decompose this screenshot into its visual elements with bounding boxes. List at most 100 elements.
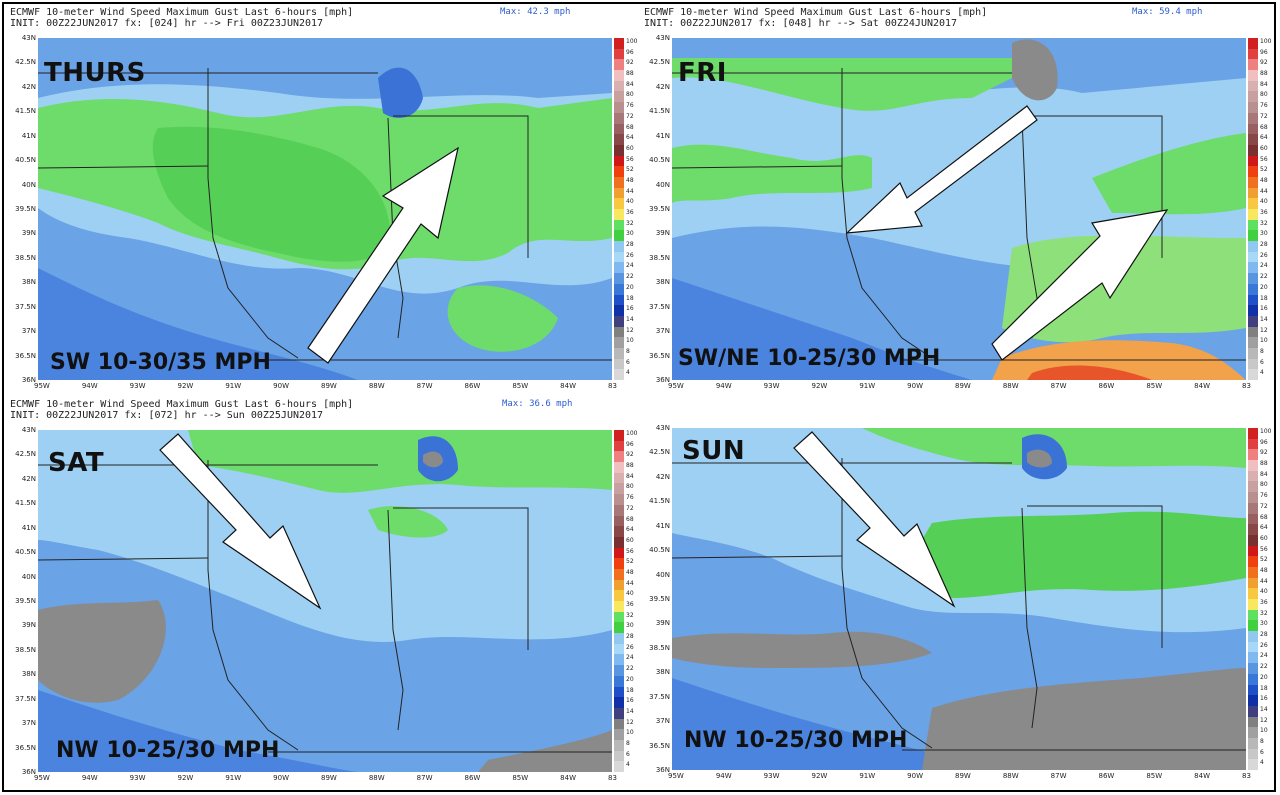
longitude-label: 94W — [81, 382, 98, 390]
wind-field — [38, 430, 612, 772]
colorbar-swatch — [614, 358, 624, 370]
colorbar-swatch — [1248, 123, 1258, 135]
colorbar-swatch — [614, 70, 624, 81]
colorbar-tick-label: 68 — [1260, 513, 1268, 521]
latitude-label: 38.5N — [15, 253, 36, 262]
wind-description: SW 10-30/35 MPH — [50, 350, 271, 375]
colorbar-swatch — [614, 347, 624, 359]
colorbar-swatch — [614, 273, 624, 284]
longitude-label: 91W — [859, 772, 876, 780]
colorbar-swatch — [1248, 663, 1258, 674]
colorbar-tick-label: 88 — [1260, 460, 1268, 468]
direction-arrow-icon — [307, 146, 459, 364]
colorbar-tick-label: 12 — [626, 326, 634, 334]
panel-title: ECMWF 10-meter Wind Speed Maximum Gust L… — [10, 7, 354, 18]
panel-title: ECMWF 10-meter Wind Speed Maximum Gust L… — [644, 7, 988, 18]
latitude-label: 41N — [21, 523, 36, 532]
latitude-label: 36.5N — [649, 351, 670, 360]
latitude-label: 40N — [21, 572, 36, 581]
panel-header — [638, 396, 1268, 430]
longitude-label: 87W — [1050, 772, 1067, 780]
colorbar-tick-label: 96 — [1260, 438, 1268, 446]
day-label: SAT — [48, 448, 105, 478]
latitude-label: 41.5N — [649, 497, 670, 506]
colorbar-tick-label: 12 — [1260, 326, 1268, 334]
colorbar-swatch — [1248, 134, 1258, 145]
colorbar-tick-label: 16 — [626, 305, 634, 313]
colorbar-swatch — [614, 665, 624, 676]
colorbar-tick-label: 84 — [626, 472, 634, 480]
latitude-label: 37N — [655, 717, 670, 726]
colorbar-swatch — [614, 611, 624, 623]
colorbar-tick-label: 76 — [1260, 492, 1268, 500]
colorbar-tick-label: 48 — [1260, 566, 1268, 574]
colorbar-swatch — [1248, 566, 1258, 578]
latitude-label: 38.5N — [15, 645, 36, 654]
colorbar-tick-label: 22 — [626, 273, 634, 281]
colorbar-swatch — [614, 750, 624, 762]
longitude-label: 87W — [1050, 382, 1067, 390]
wind-description: SW/NE 10-25/30 MPH — [678, 346, 941, 371]
longitude-label: 92W — [811, 772, 828, 780]
longitude-label: 95W — [34, 774, 50, 782]
colorbar-tick-label: 6 — [626, 750, 630, 758]
colorbar-swatch — [614, 686, 624, 698]
latitude-label: 37.5N — [649, 302, 670, 311]
longitude-label: 83 — [608, 774, 617, 782]
colorbar-tick-label: 64 — [626, 134, 634, 142]
latitude-label: 42N — [21, 474, 36, 483]
colorbar-swatch — [1248, 759, 1258, 770]
colorbar-tick-label: 80 — [626, 91, 634, 99]
colorbar-swatch — [1248, 102, 1258, 113]
colorbar-tick-label: 92 — [626, 59, 634, 67]
colorbar-tick-label: 100 — [1260, 38, 1272, 45]
longitude-label: 89W — [321, 382, 337, 390]
latitude-label: 42N — [655, 82, 670, 91]
colorbar-tick-label: 56 — [626, 547, 634, 555]
latitude-label: 36N — [21, 376, 36, 384]
latitude-label: 41N — [655, 131, 670, 140]
colorbar-swatch — [614, 697, 624, 708]
longitude-label: 83 — [1242, 772, 1251, 780]
colorbar-tick-label: 18 — [1260, 294, 1268, 302]
colorbar-swatch — [1248, 545, 1258, 557]
colorbar-tick-label: 24 — [1260, 262, 1268, 270]
colorbar-tick-label: 30 — [626, 622, 634, 630]
latitude-label: 39N — [655, 229, 670, 238]
colorbar-tick-label: 16 — [626, 697, 634, 705]
longitude-label: 83 — [608, 382, 617, 390]
colorbar-tick-label: 88 — [1260, 70, 1268, 78]
longitude-label: 87W — [416, 774, 433, 782]
panel-max-label: Max: 36.6 mph — [502, 399, 573, 409]
colorbar-tick-label: 100 — [626, 430, 638, 437]
colorbar-tick-label: 22 — [1260, 273, 1268, 281]
latitude-label: 40.5N — [649, 546, 670, 555]
longitude-label: 84W — [1194, 772, 1210, 780]
colorbar-swatch — [614, 209, 624, 220]
colorbar-tick-label: 24 — [626, 654, 634, 662]
colorbar-tick-label: 20 — [1260, 283, 1268, 291]
colorbar-swatch — [1248, 705, 1258, 717]
colorbar-tick-label: 26 — [1260, 641, 1268, 649]
colorbar-swatch — [1248, 449, 1258, 461]
colorbar-swatch — [614, 718, 624, 730]
colorbar-tick-label: 48 — [1260, 176, 1268, 184]
colorbar-tick-label: 28 — [626, 241, 634, 249]
panel-header: ECMWF 10-meter Wind Speed Maximum Gust L… — [4, 4, 634, 38]
colorbar-swatch — [1248, 737, 1258, 749]
longitude-label: 84W — [560, 382, 576, 390]
longitude-label: 88W — [1002, 772, 1019, 780]
colorbar-tick-label: 80 — [626, 483, 634, 491]
colorbar-tick-label: 84 — [626, 80, 634, 88]
colorbar-tick-label: 8 — [1260, 347, 1264, 355]
colorbar-swatch — [614, 430, 624, 441]
colorbar-tick-label: 32 — [626, 219, 634, 227]
colorbar-tick-label: 4 — [1260, 759, 1264, 767]
colorbar-tick-label: 96 — [626, 48, 634, 56]
latitude-label: 38.5N — [649, 643, 670, 652]
colorbar-tick-label: 28 — [1260, 631, 1268, 639]
latitude-label: 39.5N — [15, 597, 36, 605]
longitude-label: 90W — [273, 774, 289, 782]
colorbar-swatch — [1248, 273, 1258, 284]
panel-max-label: Max: 42.3 mph — [500, 7, 571, 17]
